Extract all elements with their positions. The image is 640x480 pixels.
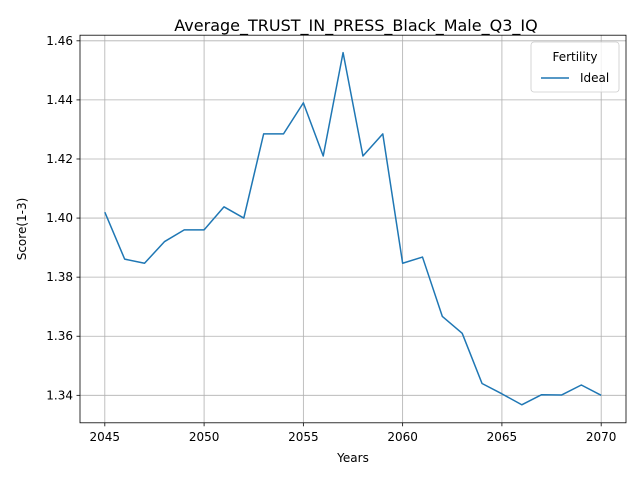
y-tick-label: 1.38: [46, 270, 73, 284]
legend-entry-ideal: Ideal: [580, 71, 609, 85]
x-axis-label: Years: [336, 451, 369, 465]
grid-lines: [80, 35, 626, 423]
legend-box: [530, 41, 620, 93]
y-tick-label: 1.34: [46, 388, 73, 402]
x-tick-label: 2045: [90, 430, 121, 444]
y-tick-label: 1.40: [46, 211, 73, 225]
y-tick-label: 1.36: [46, 329, 73, 343]
y-axis-label: Score(1-3): [15, 198, 29, 261]
legend-title: Fertility: [552, 50, 597, 64]
x-tick-label: 2060: [387, 430, 418, 444]
y-tick-label: 1.44: [46, 93, 73, 107]
x-tick-label: 2065: [487, 430, 518, 444]
series-lines: [104, 51, 602, 406]
plot-frame: [79, 34, 627, 424]
series-line-ideal: [104, 51, 602, 406]
x-tick-label: 2055: [288, 430, 319, 444]
axis-ticks: 2045 2050 2055 2060 2065 2070 1.34 1.36 1.38 1.40…: [46, 34, 616, 444]
legend: Fertility Ideal: [530, 41, 620, 93]
x-tick-label: 2050: [189, 430, 220, 444]
x-tick-label: 2070: [586, 430, 617, 444]
y-tick-label: 1.42: [46, 152, 73, 166]
y-tick-label: 1.46: [46, 34, 73, 48]
chart-title: Average_TRUST_IN_PRESS_Black_Male_Q3_IQ: [174, 16, 537, 36]
